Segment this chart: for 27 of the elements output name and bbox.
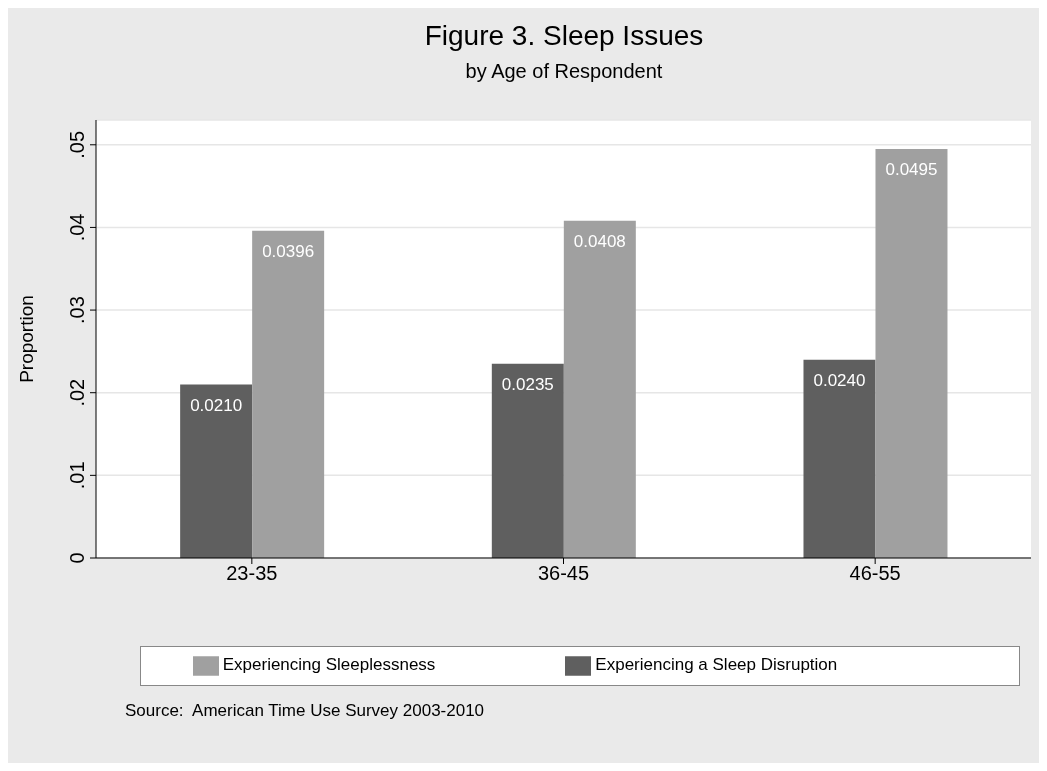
y-tick-label: .04 — [66, 213, 88, 242]
x-tick-label: 46-55 — [849, 562, 901, 585]
y-tick-label: .02 — [66, 378, 88, 407]
bar — [875, 148, 948, 558]
data-label: 0.0235 — [501, 374, 554, 394]
bar — [491, 363, 564, 558]
y-axis-title: Proportion — [15, 295, 37, 383]
y-tick-label: .03 — [66, 296, 88, 324]
data-label: 0.0240 — [813, 370, 866, 390]
data-label: 0.0408 — [573, 231, 626, 251]
legend-label: Experiencing Sleeplessness — [222, 655, 436, 675]
bar — [180, 384, 253, 558]
y-tick-label: 0 — [66, 552, 88, 564]
y-tick-label: .05 — [66, 130, 88, 159]
data-label: 0.0396 — [262, 241, 315, 261]
x-tick-label: 36-45 — [537, 562, 590, 585]
legend-label: Experiencing a Sleep Disruption — [595, 655, 838, 675]
bar — [563, 220, 636, 558]
bar — [252, 230, 325, 558]
x-tick-label: 23-35 — [226, 562, 278, 585]
y-tick-label: .01 — [66, 461, 88, 490]
chart-subtitle: by Age of Respondent — [464, 60, 664, 83]
source-note: Source: American Time Use Survey 2003-2010 — [125, 701, 485, 721]
data-label: 0.0495 — [885, 159, 938, 179]
chart-title: Figure 3. Sleep Issues — [423, 20, 705, 52]
data-label: 0.0210 — [190, 395, 243, 415]
bar — [803, 359, 876, 558]
